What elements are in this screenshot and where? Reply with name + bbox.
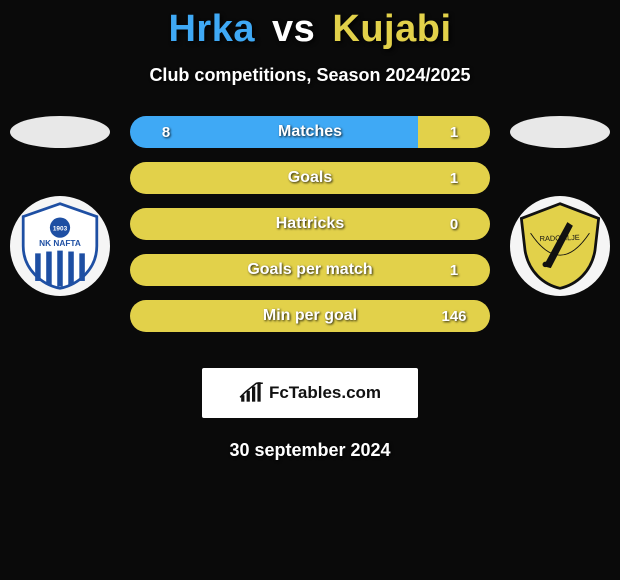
date-stamp: 30 september 2024 <box>0 440 620 461</box>
stat-bar: 8Matches1 <box>130 116 490 148</box>
shield-icon: RADOMLJE <box>514 200 606 292</box>
stat-bar: Goals per match1 <box>130 254 490 286</box>
bar-chart-icon <box>239 382 265 404</box>
left-column: 1903 NK NAFTA <box>0 116 120 296</box>
club-badge-right: RADOMLJE <box>510 196 610 296</box>
stat-bar: Min per goal146 <box>130 300 490 332</box>
club-left-name: NK NAFTA <box>39 239 81 248</box>
title-left: Hrka <box>168 8 255 50</box>
stat-bar: Hattricks0 <box>130 208 490 240</box>
club-year: 1903 <box>53 225 68 232</box>
bar-value-right: 146 <box>424 308 484 325</box>
brand-box: FcTables.com <box>202 368 418 418</box>
right-column: RADOMLJE <box>500 116 620 296</box>
brand-text: FcTables.com <box>269 383 381 403</box>
player-ellipse-right <box>510 116 610 148</box>
bar-value-right: 0 <box>424 216 484 233</box>
subtitle: Club competitions, Season 2024/2025 <box>0 65 620 86</box>
bar-value-right: 1 <box>424 124 484 141</box>
bar-value-right: 1 <box>424 262 484 279</box>
page-title: Hrka vs Kujabi <box>0 0 620 51</box>
stat-bar: Goals1 <box>130 162 490 194</box>
content-area: 1903 NK NAFTA <box>0 116 620 346</box>
player-ellipse-left <box>10 116 110 148</box>
infographic-root: Hrka vs Kujabi Club competitions, Season… <box>0 0 620 580</box>
title-right: Kujabi <box>332 8 451 50</box>
stat-bars: 8Matches1 Goals1 Hattricks0 Goals per match… <box>130 116 490 332</box>
club-badge-left: 1903 NK NAFTA <box>10 196 110 296</box>
club-right-name: RADOMLJE <box>540 233 580 243</box>
shield-icon: 1903 NK NAFTA <box>14 200 106 292</box>
title-vs: vs <box>272 8 315 50</box>
bar-value-right: 1 <box>424 170 484 187</box>
